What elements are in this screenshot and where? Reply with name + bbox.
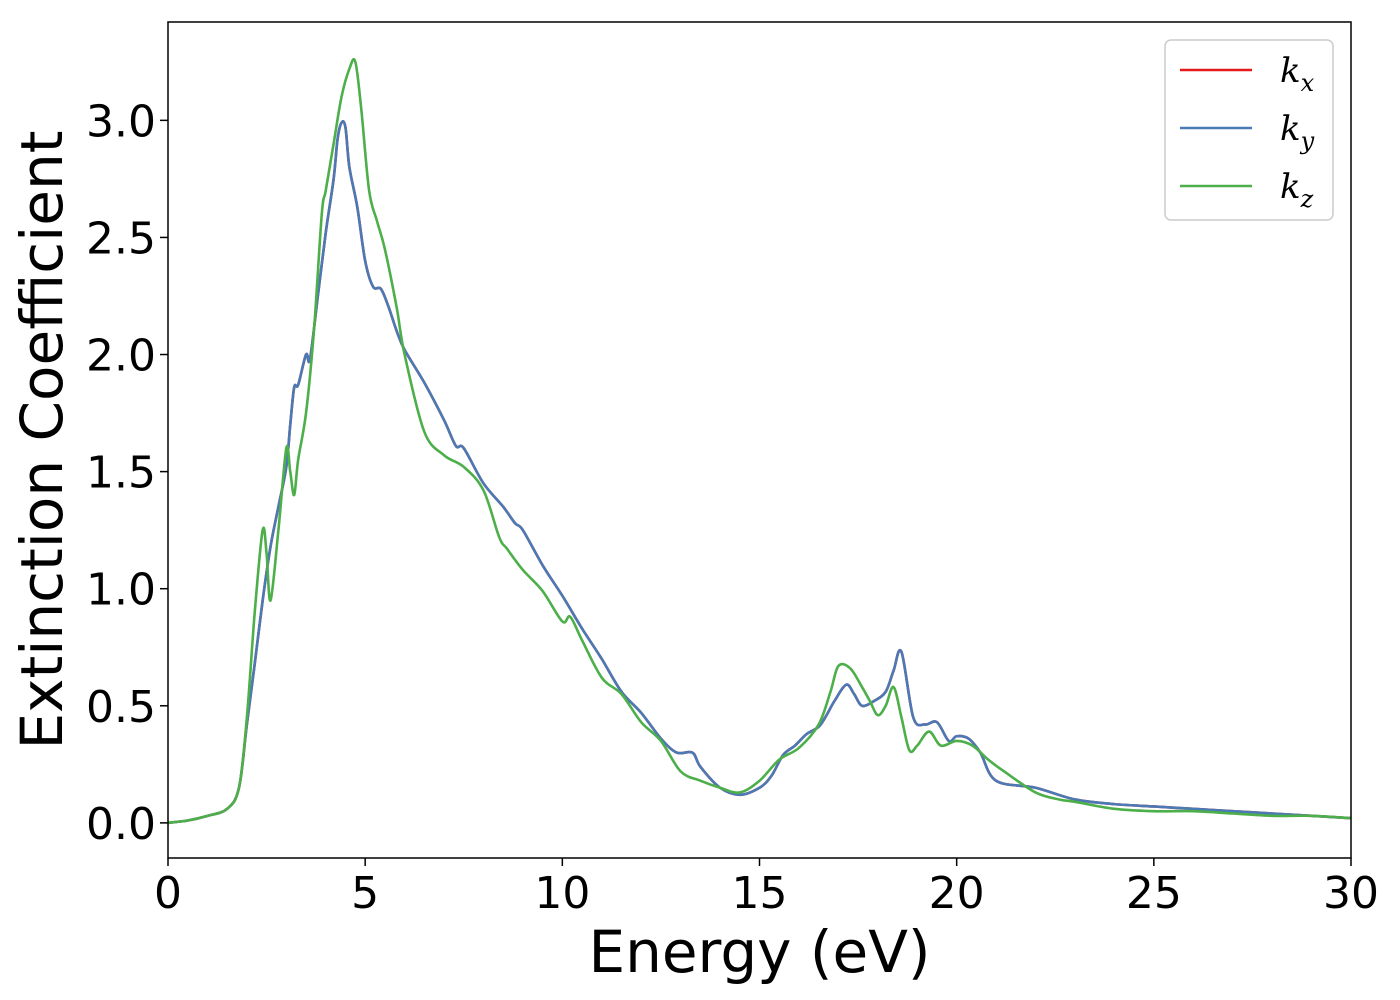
- x-axis: 0 5 10 15 20 25 30: [154, 858, 1379, 919]
- series-line-ky: [168, 120, 1351, 825]
- series-line-kx: [168, 120, 1351, 825]
- y-tick-label: 3.0: [86, 96, 156, 147]
- legend-label-ky: ky: [1280, 109, 1315, 155]
- series-line-kz: [168, 57, 1351, 825]
- y-tick-label: 0.0: [86, 799, 156, 850]
- legend: kx ky kz: [1164, 39, 1334, 221]
- y-tick-label: 2.0: [86, 331, 156, 382]
- y-axis: 0.0 0.5 1.0 1.5 2.0 2.5 3.0: [86, 96, 168, 850]
- y-tick-label: 2.5: [86, 213, 156, 264]
- legend-label-kz: kz: [1280, 167, 1314, 213]
- x-tick-label: 25: [1126, 868, 1182, 919]
- x-tick-label: 30: [1323, 868, 1379, 919]
- y-tick-label: 1.0: [86, 565, 156, 616]
- series-layer: [168, 57, 1351, 825]
- legend-box: [1164, 39, 1334, 221]
- y-axis-title: Extinction Coefficient: [8, 131, 76, 750]
- y-tick-label: 0.5: [86, 682, 156, 733]
- x-axis-title: Energy (eV): [588, 918, 930, 986]
- x-tick-label: 15: [732, 868, 788, 919]
- x-tick-label: 0: [154, 868, 182, 919]
- x-tick-label: 10: [534, 868, 590, 919]
- x-tick-label: 5: [351, 868, 379, 919]
- legend-label-kx: kx: [1280, 51, 1315, 97]
- x-tick-label: 20: [929, 868, 985, 919]
- y-tick-label: 1.5: [86, 448, 156, 499]
